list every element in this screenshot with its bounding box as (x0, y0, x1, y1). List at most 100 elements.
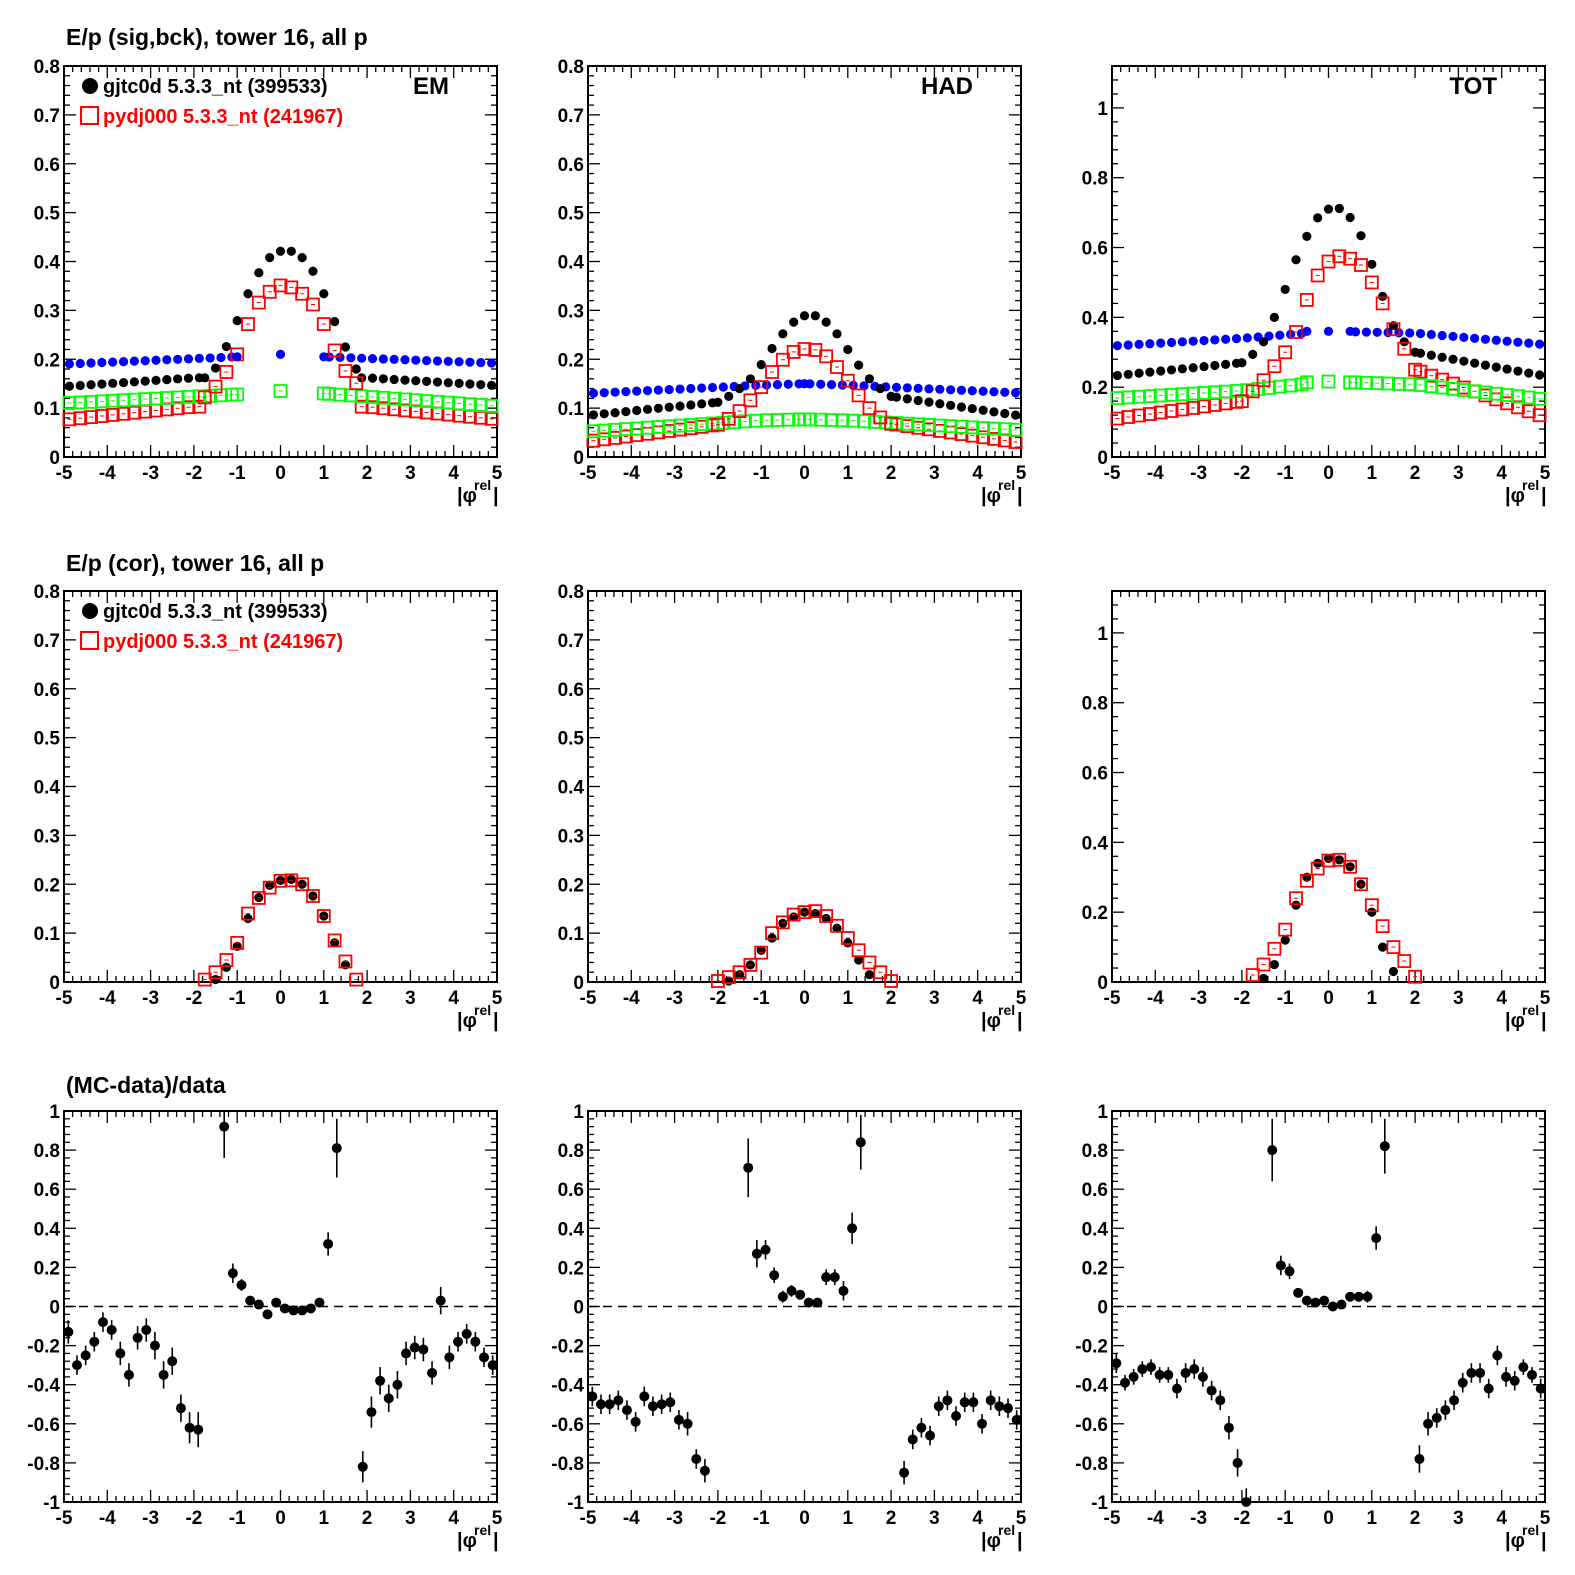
point-data (854, 955, 864, 965)
point-data (786, 1285, 797, 1296)
point-data (173, 374, 183, 384)
x-tick-label: 4 (1496, 988, 1507, 1009)
point-mc (721, 411, 736, 426)
point-data_bck (935, 384, 945, 394)
point-data (487, 1360, 498, 1371)
point-data_bck (1166, 337, 1177, 348)
point-mc (743, 957, 758, 972)
point-data_bck (1437, 330, 1447, 341)
point-mc (1310, 861, 1325, 876)
point-data (236, 1279, 247, 1290)
point-data (942, 1395, 953, 1406)
y-tick-label: 0.4 (558, 1219, 585, 1240)
point-data_bck (400, 355, 410, 365)
point-mc_bck (1402, 377, 1417, 392)
point-mc_bck (430, 394, 445, 409)
x-tick-label: 5 (1540, 463, 1551, 484)
point-data (799, 311, 810, 321)
x-tick-label: -4 (99, 1508, 116, 1529)
point-data_bck (346, 353, 356, 363)
x-axis-title: |φ (457, 1010, 477, 1032)
point-data (745, 374, 755, 384)
point-mc (1245, 968, 1260, 982)
point-mc (1278, 345, 1293, 360)
y-tick-label: -0.8 (27, 1454, 60, 1475)
point-data (1112, 370, 1123, 381)
point-mc_bck (1299, 375, 1314, 390)
x-tick-label: 2 (1410, 988, 1421, 1009)
point-data (886, 391, 896, 401)
point-mc_bck (159, 391, 174, 405)
y-tick-label: 0.3 (558, 301, 584, 322)
point-data_bck (465, 357, 475, 367)
point-mc (797, 905, 812, 920)
point-data (985, 1395, 996, 1406)
point-data (639, 1391, 650, 1402)
point-data (1111, 1358, 1122, 1369)
point-data (1475, 1367, 1486, 1378)
x-tick-label: -5 (1104, 988, 1121, 1009)
point-data (956, 402, 967, 412)
point-mc (1245, 384, 1260, 399)
point-mc (62, 412, 77, 427)
point-data (375, 1375, 386, 1386)
point-data_bck (772, 380, 783, 390)
point-mc (338, 364, 353, 378)
point-data (314, 1297, 325, 1308)
point-data (734, 383, 745, 394)
point-data (778, 918, 788, 928)
y-tick-label: -0.6 (551, 1415, 584, 1436)
point-data (916, 1422, 927, 1433)
y-tick-label: 0 (573, 973, 584, 994)
y-tick-label: 1 (573, 1102, 584, 1123)
point-mc (1121, 410, 1136, 424)
point-data_bck (1513, 337, 1523, 347)
point-data (1197, 1371, 1208, 1382)
x-tick-label: -2 (1233, 463, 1250, 484)
point-data_bck (1112, 341, 1123, 351)
point-data_bck (1491, 335, 1501, 345)
y-tick-label: 0.2 (558, 1258, 584, 1279)
point-mc_bck (900, 416, 915, 431)
point-data (418, 1344, 429, 1355)
point-data (1154, 1369, 1165, 1380)
point-data (1502, 364, 1512, 374)
point-mc_bck (387, 391, 402, 406)
point-data (821, 317, 831, 327)
point-mc (251, 891, 266, 905)
point-mc (1521, 404, 1536, 419)
point-mc (1289, 891, 1303, 906)
y-tick-label: -0.2 (1075, 1337, 1108, 1358)
legend-mc-label: pydj000 5.3.3_nt (241967) (103, 631, 343, 653)
point-data_bck (86, 358, 96, 368)
point-mc (354, 399, 369, 414)
point-data (1431, 1412, 1442, 1423)
point-mc (597, 432, 612, 447)
point-data_bck (686, 383, 696, 394)
x-tick-label: -3 (1190, 1508, 1207, 1529)
point-data_bck (64, 359, 75, 369)
x-tick-label: 0 (799, 988, 810, 1009)
point-data_bck (432, 356, 443, 366)
point-data (769, 1270, 780, 1281)
point-data_bck (151, 355, 161, 365)
point-data_bck (1000, 387, 1010, 397)
point-data_bck (162, 355, 172, 365)
point-mc_bck (1218, 384, 1233, 399)
y-tick-label: 0.2 (34, 875, 60, 896)
legend-mc-marker (80, 631, 99, 650)
x-tick-label: -1 (753, 1508, 770, 1529)
point-data (227, 1268, 238, 1279)
point-mc_bck (1008, 422, 1023, 437)
point-data_bck (319, 352, 329, 362)
point-data (1509, 1375, 1520, 1386)
x-tick-label: -3 (666, 1508, 683, 1529)
y-tick-label: 1 (49, 1102, 60, 1123)
point-data_bck (216, 352, 226, 363)
point-data (1491, 362, 1501, 372)
y-tick-label: 0.3 (34, 301, 60, 322)
point-data (265, 880, 275, 890)
point-data (279, 1303, 290, 1314)
y-tick-label: 0.3 (34, 826, 60, 847)
x-tick-label: -1 (1277, 988, 1294, 1009)
